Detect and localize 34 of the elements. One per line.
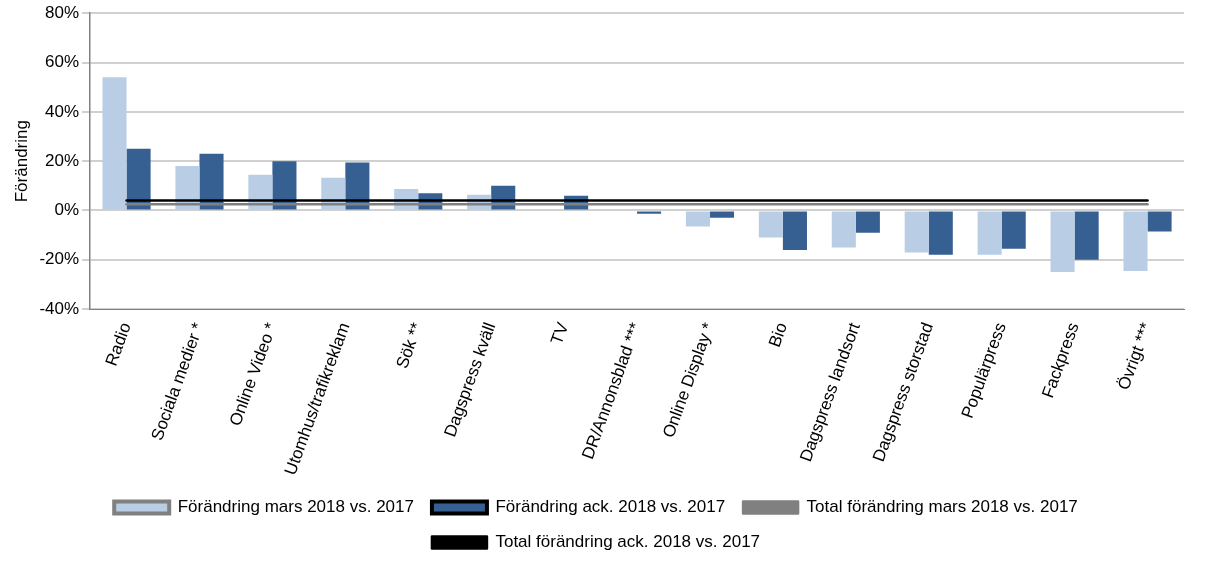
y-axis-title: Förändring [11,120,31,203]
x-tick-label: Bio [764,320,792,350]
bar [928,211,953,255]
legend-label: Total förändring mars 2018 vs. 2017 [806,497,1078,517]
bar [855,211,880,233]
bar [1074,211,1099,260]
x-tick-label: Sök ** [392,319,427,371]
y-tick-label: 20% [45,150,80,170]
legend-label: Förändring mars 2018 vs. 2017 [177,497,414,517]
bar [1147,211,1172,232]
x-tick-label: Online Video * [225,319,281,429]
y-tick-label: -40% [39,298,80,318]
legend-label: Total förändring ack. 2018 vs. 2017 [495,532,761,552]
y-tick-label: 40% [45,101,80,121]
bar [1050,211,1075,273]
x-tick-label: Radio [101,320,135,369]
bar [1123,211,1148,271]
x-tick-label: TV [546,319,573,347]
y-tick-label: -20% [39,249,80,269]
y-tick-label: 0% [54,200,80,220]
bar [904,211,929,253]
bar [637,211,662,214]
bar [709,211,735,218]
bar [102,77,127,210]
x-tick-label: Övrigt *** [1113,319,1156,393]
legend-label: Förändring ack. 2018 vs. 2017 [495,497,726,517]
bar [685,211,710,227]
bar [831,211,856,248]
bar [1001,211,1026,249]
y-tick-label: 80% [45,2,80,22]
y-tick-label: 60% [45,52,80,72]
bar [782,211,807,250]
bar [977,211,1002,255]
bar [758,211,783,238]
